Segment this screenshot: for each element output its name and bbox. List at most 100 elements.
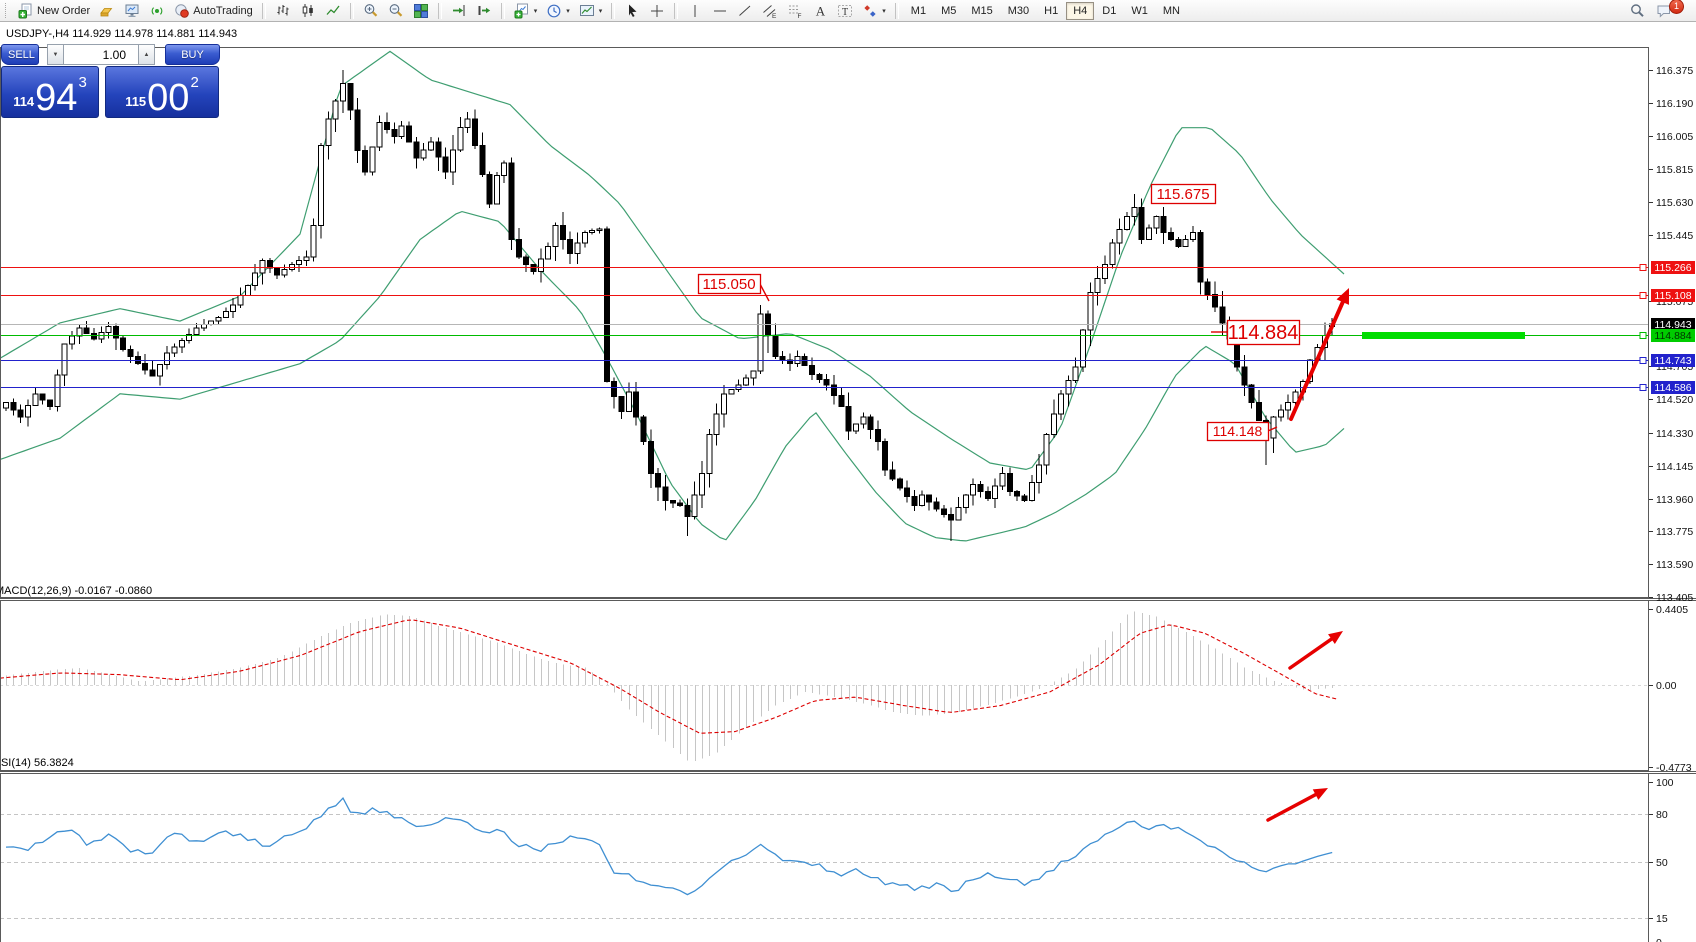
- svg-text:E: E: [772, 13, 777, 19]
- chevron-down-icon: ▾: [882, 7, 886, 15]
- equidistant-channel-button[interactable]: E: [758, 1, 782, 21]
- macd-signal-line: [1, 619, 1338, 734]
- svg-text:113.960: 113.960: [1656, 494, 1693, 506]
- cursor-button[interactable]: [620, 1, 644, 21]
- price-badge-115.108: 115.108: [1651, 289, 1695, 302]
- candlestick-chart-button[interactable]: [296, 1, 320, 21]
- new-order-button[interactable]: New Order: [14, 1, 94, 21]
- sell-price-big: 94: [35, 76, 78, 119]
- timeframe-button-w1[interactable]: W1: [1124, 2, 1155, 20]
- toolbar-separator: [261, 2, 266, 19]
- svg-text:50: 50: [1656, 857, 1668, 869]
- timeframe-button-mn[interactable]: MN: [1156, 2, 1187, 20]
- timeframe-button-m30[interactable]: M30: [1001, 2, 1036, 20]
- main-pane[interactable]: [0, 47, 1649, 598]
- trend-arrow-annotation[interactable]: [1266, 788, 1328, 822]
- toolbar-separator: [500, 2, 505, 19]
- trend-arrow-annotation[interactable]: [1289, 288, 1349, 421]
- macd-scale[interactable]: 0.4405 0.00 -0.4773: [1649, 604, 1692, 774]
- timeframe-button-m1[interactable]: M1: [904, 2, 933, 20]
- text-button[interactable]: A: [808, 1, 832, 21]
- market-watch-button[interactable]: [95, 1, 119, 21]
- buy-price-prefix: 115: [125, 94, 147, 109]
- fibonacci-button[interactable]: F: [783, 1, 807, 21]
- chart-window[interactable]: 115.675 115.050 114.884 114.148 116.375 116.1…: [0, 22, 1696, 942]
- trendline-button[interactable]: [733, 1, 757, 21]
- vertical-line-button[interactable]: [683, 1, 707, 21]
- arrows-button[interactable]: ▾: [858, 1, 890, 21]
- toolbar-drag-handle[interactable]: [5, 3, 10, 18]
- svg-text:114.520: 114.520: [1656, 394, 1693, 406]
- svg-text:115.445: 115.445: [1656, 230, 1693, 242]
- price-level-line-114.743[interactable]: [0, 357, 1649, 364]
- svg-text:0: 0: [1656, 937, 1662, 942]
- search-button[interactable]: [1625, 1, 1649, 21]
- text-label-button[interactable]: T: [833, 1, 857, 21]
- tile-windows-button[interactable]: [409, 1, 433, 21]
- timeframe-button-m5[interactable]: M5: [934, 2, 963, 20]
- candlestick-chart-icon: [300, 3, 316, 19]
- buy-price-big: 00: [147, 76, 190, 119]
- price-level-line-114.884[interactable]: [0, 332, 1649, 339]
- auto-scroll-button[interactable]: [472, 1, 496, 21]
- price-level-line-114.586[interactable]: [0, 384, 1649, 391]
- vertical-line-icon: [687, 3, 703, 19]
- sell-price-display[interactable]: 114 94 3: [1, 66, 99, 118]
- chart-shift-button[interactable]: [447, 1, 471, 21]
- volume-decrease-button[interactable]: ▼: [47, 44, 64, 65]
- timeframe-button-d1[interactable]: D1: [1095, 2, 1123, 20]
- pane-separator[interactable]: [0, 771, 1696, 774]
- price-level-line-115.108[interactable]: [0, 292, 1649, 299]
- toolbar-separator: [894, 2, 899, 19]
- notifications-button[interactable]: 1: [1652, 0, 1688, 21]
- chart-shift-icon: [451, 3, 467, 19]
- text-label-icon: T: [837, 3, 853, 19]
- line-chart-button[interactable]: [321, 1, 345, 21]
- templates-button[interactable]: ▾: [575, 1, 607, 21]
- price-axis[interactable]: 116.375 116.190 116.005 115.815 115.630 115.4…: [1649, 65, 1695, 604]
- crosshair-button[interactable]: [645, 1, 669, 21]
- price-callout-115.675[interactable]: 115.675: [1150, 183, 1217, 205]
- horizontal-line-button[interactable]: [708, 1, 732, 21]
- svg-text:114.145: 114.145: [1656, 461, 1693, 473]
- zoom-in-button[interactable]: [359, 1, 383, 21]
- trend-arrow-annotation[interactable]: [1288, 631, 1343, 670]
- toolbar-separator: [437, 2, 442, 19]
- new-chart-button[interactable]: ▾: [510, 1, 542, 21]
- rsi-pane-content: [1, 788, 1648, 919]
- data-window-button[interactable]: [120, 1, 144, 21]
- fibonacci-icon: F: [787, 3, 803, 19]
- price-callout-115.050[interactable]: 115.050: [697, 273, 770, 302]
- buy-button[interactable]: BUY: [165, 44, 220, 65]
- svg-text:114.884: 114.884: [1654, 330, 1691, 342]
- rsi-pane[interactable]: [0, 773, 1649, 942]
- profiles-button[interactable]: ▾: [542, 1, 574, 21]
- price-level-line-115.266[interactable]: [0, 264, 1649, 271]
- search-icon: [1629, 3, 1645, 19]
- signals-icon: [149, 3, 165, 19]
- new-chart-icon: [514, 3, 530, 19]
- zoom-in-icon: [363, 3, 379, 19]
- timeframe-button-h4[interactable]: H4: [1066, 1, 1095, 20]
- chart-area[interactable]: 115.675 115.050 114.884 114.148 116.375 116.1…: [0, 22, 1696, 942]
- price-badge-114.743: 114.743: [1651, 354, 1695, 367]
- bollinger-lower-band: [1, 210, 1345, 542]
- autotrading-icon: [174, 3, 190, 19]
- timeframe-button-m15[interactable]: M15: [964, 2, 999, 20]
- timeframe-button-h1[interactable]: H1: [1037, 2, 1065, 20]
- sell-button[interactable]: SELL: [1, 44, 39, 65]
- buy-price-display[interactable]: 115 00 2: [105, 66, 219, 118]
- zoom-out-button[interactable]: [384, 1, 408, 21]
- svg-text:F: F: [798, 13, 802, 19]
- volume-increase-button[interactable]: ▲: [138, 44, 155, 65]
- rsi-scale[interactable]: 100 80 50 15 0: [1649, 777, 1674, 942]
- price-callout-114.884[interactable]: 114.884: [1211, 319, 1301, 346]
- pane-separator[interactable]: [0, 598, 1696, 601]
- svg-text:116.005: 116.005: [1656, 131, 1693, 143]
- price-callout-114.148[interactable]: 114.148: [1206, 421, 1278, 442]
- signals-button[interactable]: [145, 1, 169, 21]
- autotrading-button[interactable]: AutoTrading: [170, 1, 257, 21]
- bar-chart-button[interactable]: [271, 1, 295, 21]
- chevron-down-icon: ▾: [598, 7, 603, 15]
- volume-input[interactable]: [64, 44, 138, 65]
